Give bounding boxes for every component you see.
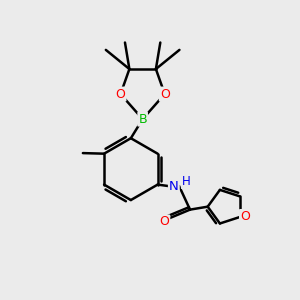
Text: O: O	[240, 210, 250, 223]
Text: B: B	[138, 112, 147, 126]
Text: N: N	[169, 180, 179, 193]
Text: O: O	[116, 88, 125, 100]
Text: O: O	[160, 215, 169, 229]
Text: O: O	[160, 88, 170, 100]
Text: H: H	[182, 175, 190, 188]
